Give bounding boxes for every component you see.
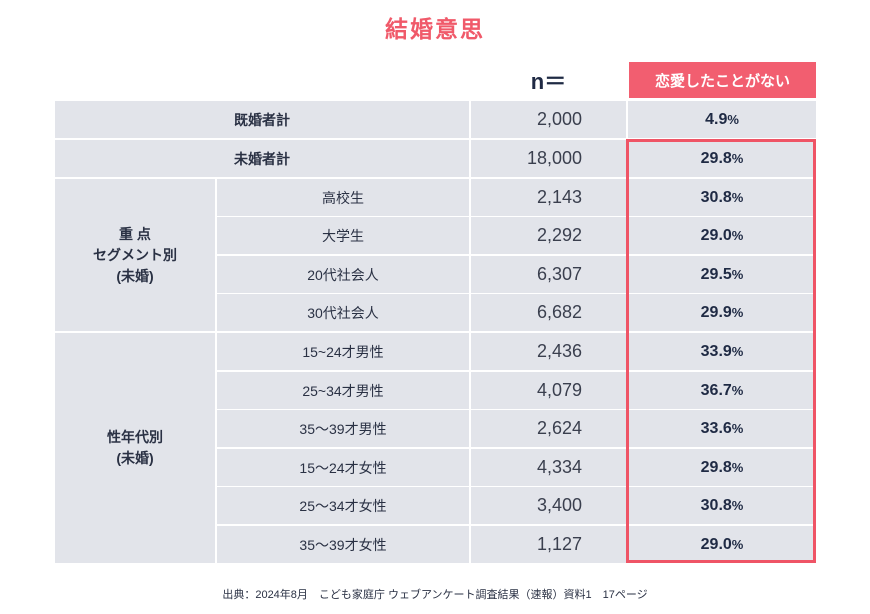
n-column-header: n＝ [530, 69, 567, 94]
row-n-value: 3,400 [471, 487, 626, 524]
row-percent-value: 30.8% [628, 487, 816, 524]
source-footnote: 出典：2024年8月 こども家庭庁 ウェブアンケート調査結果（速報）資料1 17… [222, 589, 648, 601]
row-percent-value: 29.0% [628, 526, 816, 563]
percent-unit: % [731, 537, 744, 552]
row-percent-value: 29.8% [628, 449, 816, 486]
page-title: 結婚意思 [385, 16, 485, 42]
row-n-value: 2,624 [471, 410, 626, 447]
group-label: 重 点 セグメント別 (未婚) [55, 179, 215, 331]
row-n-value: 6,307 [471, 256, 626, 293]
row-label: 既婚者計 [55, 101, 469, 138]
percent-number: 33.6 [700, 419, 732, 437]
percent-unit: % [731, 421, 744, 436]
percent-unit: % [731, 305, 744, 320]
row-n-value: 4,334 [471, 449, 626, 486]
row-percent-value: 29.5% [628, 256, 816, 293]
row-percent-value: 4.9% [628, 101, 816, 138]
group-label: 性年代別 (未婚) [55, 333, 215, 563]
row-percent-value: 30.8% [628, 179, 816, 216]
row-label: 未婚者計 [55, 140, 469, 177]
percent-number: 36.7 [700, 381, 732, 399]
percent-unit: % [731, 190, 744, 205]
row-label: 30代社会人 [217, 294, 469, 331]
percent-number: 29.0 [700, 535, 732, 553]
percent-unit: % [731, 267, 744, 282]
row-label: 15~24才男性 [217, 333, 469, 370]
row-label: 35～39才女性 [217, 526, 469, 563]
row-n-value: 2,436 [471, 333, 626, 370]
percent-unit: % [731, 460, 744, 475]
row-n-value: 1,127 [471, 526, 626, 563]
percent-number: 29.8 [700, 458, 732, 476]
row-n-value: 18,000 [471, 140, 626, 177]
group-label-text: 性年代別 (未婚) [107, 429, 163, 466]
percent-number: 33.9 [700, 342, 732, 360]
percent-number: 30.8 [700, 188, 732, 206]
highlight-box [626, 139, 816, 563]
row-percent-value: 29.8% [628, 140, 816, 177]
percent-unit: % [727, 112, 739, 127]
row-percent-value: 29.9% [628, 294, 816, 331]
row-n-value: 6,682 [471, 294, 626, 331]
percent-number: 29.5 [700, 265, 732, 283]
value-column-header: 恋愛したことがない [629, 62, 816, 98]
row-percent-value: 33.6% [628, 410, 816, 447]
percent-unit: % [731, 344, 744, 359]
percent-number: 29.8 [700, 149, 732, 167]
row-label: 25～34才女性 [217, 487, 469, 524]
percent-number: 30.8 [700, 496, 732, 514]
row-n-value: 2,292 [471, 217, 626, 254]
row-percent-value: 29.0% [628, 217, 816, 254]
percent-unit: % [731, 383, 744, 398]
row-n-value: 4,079 [471, 372, 626, 409]
row-label: 大学生 [217, 217, 469, 254]
row-label: 高校生 [217, 179, 469, 216]
group-label-text: 重 点 セグメント別 (未婚) [93, 225, 177, 284]
row-label: 35～39才男性 [217, 410, 469, 447]
row-percent-value: 36.7% [628, 372, 816, 409]
percent-unit: % [731, 228, 744, 243]
row-n-value: 2,143 [471, 179, 626, 216]
row-label: 25~34才男性 [217, 372, 469, 409]
row-n-value: 2,000 [471, 101, 626, 138]
percent-number: 29.0 [700, 226, 732, 244]
row-label: 20代社会人 [217, 256, 469, 293]
row-label: 15～24才女性 [217, 449, 469, 486]
percent-unit: % [731, 151, 744, 166]
row-percent-value: 33.9% [628, 333, 816, 370]
percent-unit: % [731, 498, 744, 513]
percent-number: 4.9 [705, 110, 728, 128]
percent-number: 29.9 [700, 303, 732, 321]
